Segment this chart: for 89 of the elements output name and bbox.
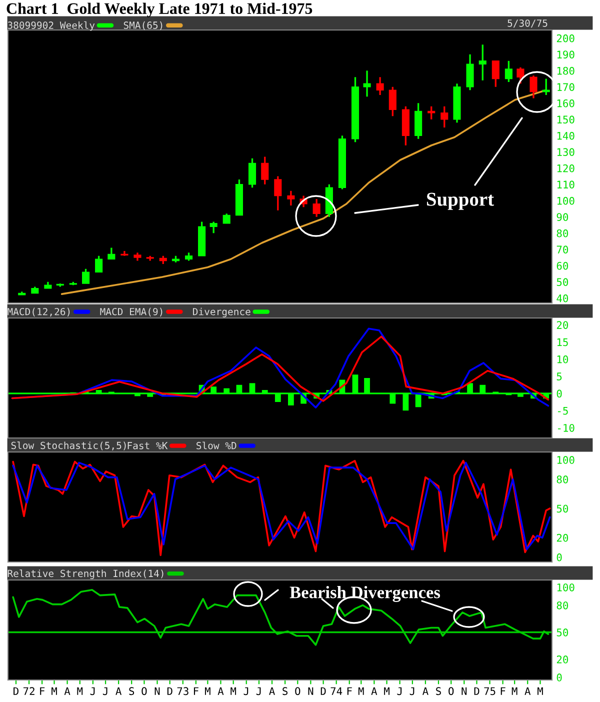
x-tick-label: M [204, 687, 210, 695]
y-tick-label: 15 [557, 338, 568, 346]
y-tick-label: 140 [557, 132, 574, 140]
x-tick-label: M [384, 687, 390, 695]
y-tick-label: -10 [558, 424, 574, 432]
x-tick-label: J [397, 687, 402, 696]
x-tick-label: A [524, 687, 531, 695]
x-tick-label: J [244, 687, 248, 696]
y-tick-label: 130 [557, 148, 574, 156]
x-tick-label: D [320, 687, 326, 695]
y-tick-label: 60 [556, 262, 568, 270]
x-tick-label: 74 [330, 687, 342, 695]
y-tick-label: 5 [556, 372, 562, 380]
y-tick-label: 80 [556, 476, 568, 484]
x-tick-label: 72 [23, 687, 34, 695]
legend-label: MACD(12,26) [8, 308, 70, 317]
x-tick-label: A [116, 687, 122, 695]
x-tick-label: F [194, 687, 198, 695]
y-tick-label: 160 [557, 99, 574, 108]
x-tick-label: D [474, 687, 480, 695]
y-tick-label: 170 [557, 83, 574, 92]
y-tick-label: 0 [556, 674, 562, 682]
x-tick-label: M [52, 687, 57, 695]
x-tick-label: M [358, 687, 364, 695]
x-tick-label: F [500, 687, 506, 695]
x-tick-label: 73 [177, 687, 188, 696]
x-tick-label: D [14, 687, 18, 695]
y-tick-label: 20 [556, 656, 568, 664]
y-tick-label: 20 [556, 321, 568, 329]
annotation: Bearish Divergences [290, 586, 440, 602]
legend-label: Fast %K [128, 442, 168, 450]
y-tick-label: 90 [556, 213, 568, 222]
y-tick-label: 120 [557, 164, 574, 172]
x-tick-label: D [167, 687, 172, 695]
x-tick-label: M [538, 687, 543, 695]
y-tick-label: 50 [556, 504, 568, 513]
y-tick-label: 100 [557, 583, 574, 592]
x-tick-label: F [40, 687, 45, 695]
y-tick-label: 0 [556, 553, 562, 562]
x-tick-label: M [230, 687, 236, 695]
y-tick-label: -5 [558, 406, 568, 415]
x-tick-label: S [436, 687, 441, 696]
x-tick-label: M [77, 687, 83, 695]
y-tick-label: 40 [556, 294, 568, 302]
legend-label: Slow %D [196, 442, 236, 450]
x-tick-label: A [269, 687, 275, 695]
y-tick-label: 80 [556, 601, 568, 610]
legend-label: 38099902 Weekly [8, 21, 95, 31]
y-tick-label: 150 [557, 116, 574, 124]
x-tick-label: S [129, 687, 134, 696]
x-tick-label: F [347, 687, 352, 695]
x-tick-label: N [154, 687, 160, 695]
y-tick-label: 10 [557, 355, 568, 364]
x-tick-label: N [462, 687, 467, 695]
y-tick-label: 80 [556, 229, 568, 238]
x-tick-label: N [308, 687, 314, 695]
legend-label: Divergence [193, 308, 250, 318]
x-tick-label: J [102, 687, 108, 696]
y-tick-label: 110 [557, 180, 574, 189]
x-tick-label: A [218, 687, 224, 695]
y-tick-label: 50 [556, 278, 568, 286]
x-tick-label: A [422, 687, 428, 695]
y-tick-label: 70 [556, 246, 568, 254]
x-tick-label: 75 [484, 687, 496, 696]
x-tick-label: M [512, 687, 518, 695]
x-tick-label: O [295, 687, 300, 696]
y-tick-label: 180 [557, 66, 574, 75]
legend-label: Relative Strength Index(14) [8, 570, 164, 580]
y-tick-label: 50 [556, 628, 568, 636]
x-tick-label: O [142, 687, 147, 696]
text: 5/30/75 [508, 19, 548, 28]
x-tick-label: S [282, 687, 288, 696]
y-tick-label: 200 [556, 34, 574, 42]
chart-title: Slow Stochastic(5,5) [11, 442, 126, 450]
y-tick-label: 0 [556, 390, 562, 398]
y-tick-label: 100 [557, 196, 574, 205]
y-tick-label: 190 [557, 50, 574, 59]
annotation: Support [426, 192, 494, 210]
x-tick-label: J [410, 687, 414, 696]
legend-label: MACD EMA(9) [100, 308, 162, 316]
x-tick-label: J [256, 687, 261, 696]
x-tick-label: J [90, 687, 95, 696]
x-tick-label: A [371, 687, 378, 695]
x-tick-label: O [448, 687, 454, 696]
legend-label: SMA(65) [124, 21, 162, 30]
chart-title: Chart 1 Gold Weekly Late 1971 to Mid-1975 [6, 2, 312, 18]
x-tick-label: A [64, 687, 70, 695]
y-tick-label: 100 [557, 456, 574, 464]
y-tick-label: 20 [556, 534, 568, 542]
